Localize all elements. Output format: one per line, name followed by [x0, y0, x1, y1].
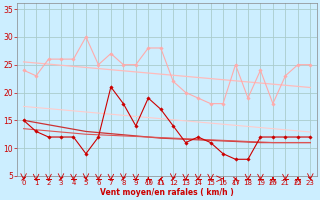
X-axis label: Vent moyen/en rafales ( km/h ): Vent moyen/en rafales ( km/h ) — [100, 188, 234, 197]
